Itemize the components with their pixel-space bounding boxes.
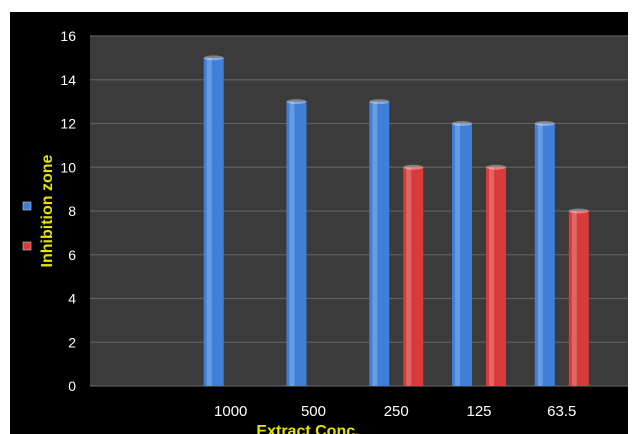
- bar-cap: [203, 55, 224, 61]
- bar-500-series-1: [286, 99, 307, 386]
- x-tick-label: 500: [301, 403, 326, 420]
- bar-63.5-series-2: [568, 208, 589, 386]
- bar-cap: [568, 208, 589, 214]
- y-tick-label: 8: [68, 203, 76, 219]
- bar-highlight: [455, 123, 461, 386]
- bar-cap: [403, 164, 424, 170]
- y-tick-label: 4: [68, 291, 76, 307]
- y-tick-label: 16: [60, 28, 76, 44]
- bar-cap: [286, 99, 307, 105]
- bar: [286, 101, 307, 386]
- bar-highlight: [206, 57, 212, 386]
- bar-1000-series-1: [203, 55, 224, 386]
- chart-frame: 0 2 4 6 8 10 12 14 16 1000 500 250 125 63.5 Inhibiti…: [10, 12, 628, 434]
- bar: [486, 167, 507, 386]
- bar-cap: [369, 99, 390, 105]
- y-tick-label: 10: [60, 159, 76, 175]
- bar-125-series-1: [452, 121, 473, 386]
- bar: [568, 211, 589, 386]
- bar-cap: [486, 164, 507, 170]
- bar-chart: 0 2 4 6 8 10 12 14 16 1000 500 250 125 63.5 Inhibiti…: [22, 28, 628, 434]
- bar-cap: [534, 121, 555, 126]
- bar: [369, 101, 390, 386]
- bar-250-series-1: [369, 99, 390, 386]
- bar-highlight: [571, 211, 577, 386]
- bar: [203, 57, 224, 386]
- bar: [452, 123, 473, 386]
- bar-highlight: [406, 167, 412, 386]
- bar: [534, 123, 555, 386]
- y-tick-label: 2: [68, 334, 76, 350]
- x-tick-label: 63.5: [547, 403, 576, 420]
- legend-swatch-series-1: [22, 201, 32, 211]
- legend: [22, 201, 32, 251]
- bar: [403, 167, 424, 386]
- x-axis-title: Extract Conc.: [256, 423, 359, 434]
- y-tick-labels: 0 2 4 6 8 10 12 14 16: [60, 28, 76, 394]
- y-tick-label: 6: [68, 247, 76, 263]
- bars: [203, 55, 589, 386]
- x-tick-label: 250: [384, 403, 409, 420]
- bar-highlight: [372, 101, 378, 386]
- y-tick-label: 12: [60, 116, 76, 132]
- legend-swatch-series-2: [22, 241, 32, 251]
- x-tick-label: 125: [466, 403, 491, 420]
- y-tick-label: 14: [60, 72, 76, 88]
- bar-highlight: [537, 123, 543, 386]
- bar-250-series-2: [403, 164, 424, 386]
- y-tick-label: 0: [68, 378, 76, 394]
- y-axis-title: Inhibition zone: [39, 154, 56, 267]
- bar-highlight: [289, 101, 295, 386]
- bar-125-series-2: [486, 164, 507, 386]
- bar-63.5-series-1: [534, 121, 555, 386]
- x-tick-labels: 1000 500 250 125 63.5: [214, 403, 576, 420]
- bar-cap: [452, 121, 473, 126]
- bar-highlight: [489, 167, 495, 386]
- x-tick-label: 1000: [214, 403, 247, 420]
